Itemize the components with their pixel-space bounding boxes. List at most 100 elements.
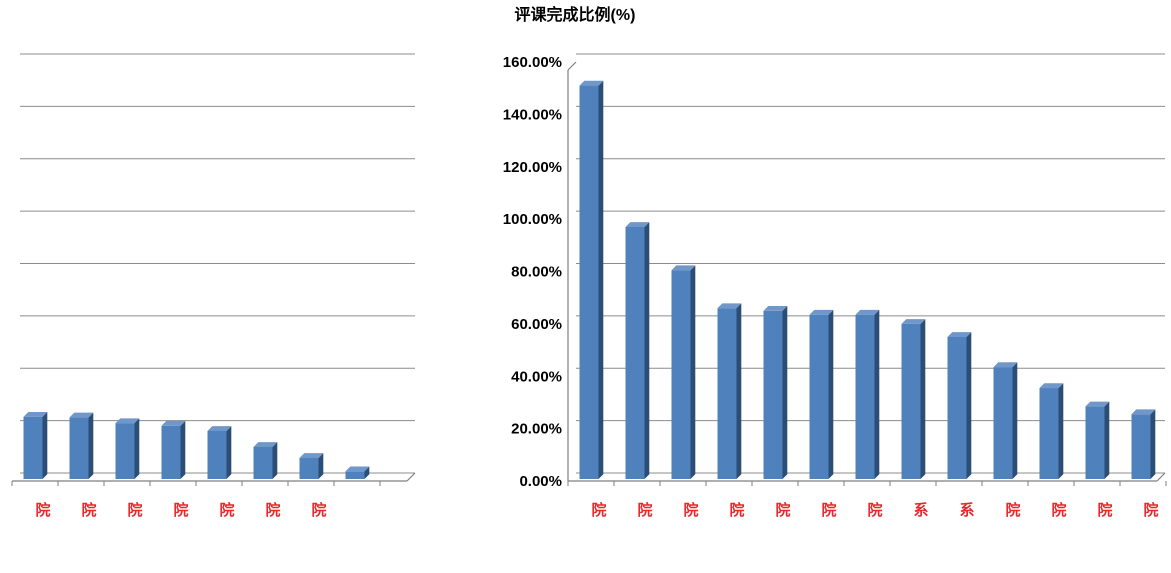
bar-top [901, 319, 926, 324]
category-label: 院 [683, 501, 698, 519]
bar-top [299, 453, 324, 458]
bar-top [809, 309, 834, 315]
bar [625, 222, 650, 479]
bar-front [809, 314, 829, 479]
chart-title: 评课完成比例(%) [515, 5, 636, 24]
y-tick-label: 140.00% [503, 106, 562, 123]
bar-side [966, 332, 972, 479]
category-label: 院 [173, 501, 188, 519]
bar-top [1039, 383, 1064, 389]
bar-side [1058, 383, 1064, 479]
bar-front [253, 446, 273, 479]
category-label: 院 [81, 501, 96, 519]
bar-top [345, 466, 370, 472]
bar-side [782, 305, 788, 479]
bar-side [88, 412, 94, 479]
category-label: 院 [729, 501, 744, 519]
bar [717, 303, 742, 479]
left-bar-chart: 院院院院院院院 [11, 53, 416, 519]
bar [809, 309, 834, 479]
y-tick-label: 100.00% [503, 211, 562, 228]
bar-top [717, 303, 742, 309]
bar-front [1039, 388, 1059, 479]
bar [763, 305, 788, 479]
category-label: 系 [913, 502, 928, 519]
bar-side [1104, 401, 1110, 479]
bar-side [1150, 409, 1156, 479]
bar-side [874, 309, 880, 479]
bar-top [69, 412, 94, 418]
category-label: 院 [591, 501, 606, 519]
bar [1085, 401, 1110, 479]
bar-side [1012, 362, 1018, 479]
bar-front [763, 310, 783, 479]
bar-front [23, 416, 43, 479]
bar-side [226, 426, 232, 479]
bar-top [207, 426, 232, 431]
bar-front [901, 323, 921, 479]
bar-front [993, 367, 1013, 479]
bar-front [855, 314, 875, 479]
bar-side [828, 309, 834, 479]
category-label: 院 [1051, 501, 1066, 519]
bar-front [625, 226, 645, 479]
bar-front [1131, 414, 1151, 479]
category-label: 院 [1005, 501, 1020, 519]
bar-front [161, 425, 181, 479]
bar-top [763, 305, 788, 311]
bar-front [1085, 406, 1105, 479]
bar-side [272, 442, 278, 479]
category-label: 院 [311, 501, 326, 519]
bar-top [23, 412, 48, 417]
category-label: 院 [35, 501, 50, 519]
bar-top [671, 265, 696, 271]
y-tick-label: 80.00% [511, 264, 562, 281]
bar [207, 426, 232, 479]
bar-side [180, 420, 186, 479]
bar-top [1131, 409, 1156, 415]
category-label: 院 [1143, 501, 1158, 519]
bar-front [345, 471, 365, 479]
bar-top [993, 362, 1018, 368]
bar-side [736, 303, 742, 479]
bar [253, 442, 278, 479]
y-tick-label: 60.00% [511, 316, 562, 333]
x-axis-depth-line [1156, 472, 1166, 482]
bar-side [690, 265, 696, 479]
category-label: 院 [219, 501, 234, 519]
x-axis-depth-line [406, 472, 416, 482]
bar-front [299, 457, 319, 479]
bar-front [207, 430, 227, 479]
bar [115, 418, 140, 479]
bar-side [644, 222, 650, 479]
bar [1039, 383, 1064, 479]
bar-front [69, 417, 89, 479]
category-label: 院 [821, 501, 836, 519]
bar-top [625, 222, 650, 227]
bar-top [1085, 401, 1110, 407]
bar-front [671, 270, 691, 479]
bar [901, 319, 926, 479]
bar-front [579, 85, 599, 479]
category-label: 院 [637, 501, 652, 519]
bar-side [134, 418, 140, 479]
category-label: 院 [265, 501, 280, 519]
bar [671, 265, 696, 479]
bar [161, 420, 186, 479]
bar-side [920, 319, 926, 479]
category-label: 系 [959, 502, 974, 519]
bar [1131, 409, 1156, 479]
y-tick-label: 0.00% [519, 473, 562, 490]
y-tick-label: 120.00% [503, 159, 562, 176]
y-tick-label: 40.00% [511, 368, 562, 385]
bar [855, 309, 880, 479]
y-tick-label: 160.00% [503, 54, 562, 71]
y-axis-depth-line [567, 61, 577, 71]
bar [947, 332, 972, 479]
bar-top [579, 80, 604, 86]
bar-side [598, 80, 604, 480]
bar [345, 466, 370, 479]
category-label: 院 [127, 501, 142, 519]
